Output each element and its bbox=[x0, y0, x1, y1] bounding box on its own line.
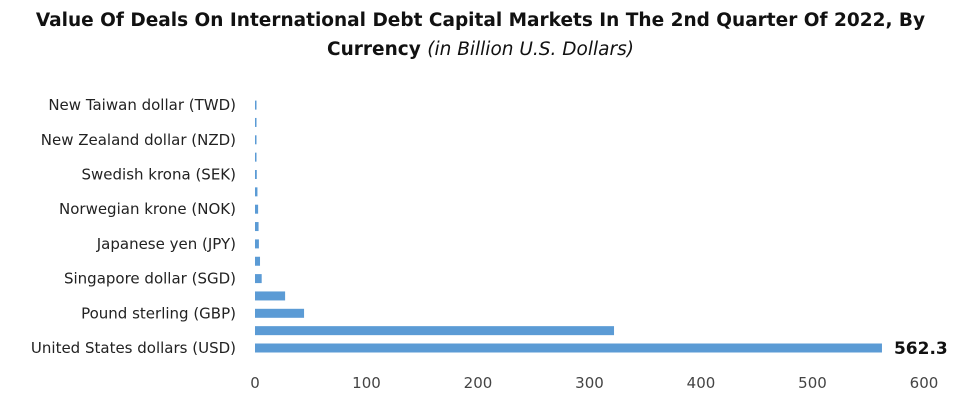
bar bbox=[255, 326, 615, 336]
category-label: New Taiwan dollar (TWD) bbox=[48, 96, 236, 114]
bar bbox=[255, 343, 882, 353]
bar bbox=[255, 291, 286, 301]
category-label: Singapore dollar (SGD) bbox=[64, 270, 236, 288]
chart-title: Value Of Deals On International Debt Cap… bbox=[0, 6, 961, 64]
category-label: Pound sterling (GBP) bbox=[81, 304, 236, 322]
x-axis-tick-labels: 0 100 200 300 400 500 600 bbox=[250, 374, 938, 392]
bar bbox=[255, 308, 305, 318]
category-labels: United States dollars (USD) Pound sterlin… bbox=[31, 96, 236, 357]
bar bbox=[255, 100, 257, 110]
x-tick-label: 600 bbox=[910, 374, 939, 392]
category-label: Japanese yen (JPY) bbox=[96, 235, 236, 253]
bar bbox=[255, 152, 257, 162]
bar bbox=[255, 135, 257, 145]
x-tick-label: 500 bbox=[798, 374, 827, 392]
bar bbox=[255, 256, 261, 266]
chart-title-text: Value Of Deals On International Debt Cap… bbox=[35, 10, 926, 60]
bar bbox=[255, 239, 259, 249]
bar bbox=[255, 204, 259, 214]
category-label: New Zealand dollar (NZD) bbox=[41, 131, 236, 149]
x-tick-label: 100 bbox=[352, 374, 381, 392]
bar bbox=[255, 117, 257, 127]
bar bbox=[255, 274, 262, 284]
bar bbox=[255, 222, 259, 232]
x-tick-label: 400 bbox=[687, 374, 716, 392]
category-label: United States dollars (USD) bbox=[31, 339, 236, 357]
category-label: Norwegian krone (NOK) bbox=[59, 200, 236, 218]
x-tick-label: 0 bbox=[250, 374, 260, 392]
x-tick-label: 300 bbox=[575, 374, 604, 392]
bar bbox=[255, 187, 258, 197]
x-tick-label: 200 bbox=[464, 374, 493, 392]
data-labels: 562.3 bbox=[894, 339, 948, 359]
chart-subtitle: (in Billion U.S. Dollars) bbox=[427, 39, 634, 60]
data-label: 562.3 bbox=[894, 339, 948, 359]
bars-layer bbox=[255, 100, 882, 353]
category-label: Swedish krona (SEK) bbox=[81, 166, 236, 184]
bar bbox=[255, 170, 257, 179]
